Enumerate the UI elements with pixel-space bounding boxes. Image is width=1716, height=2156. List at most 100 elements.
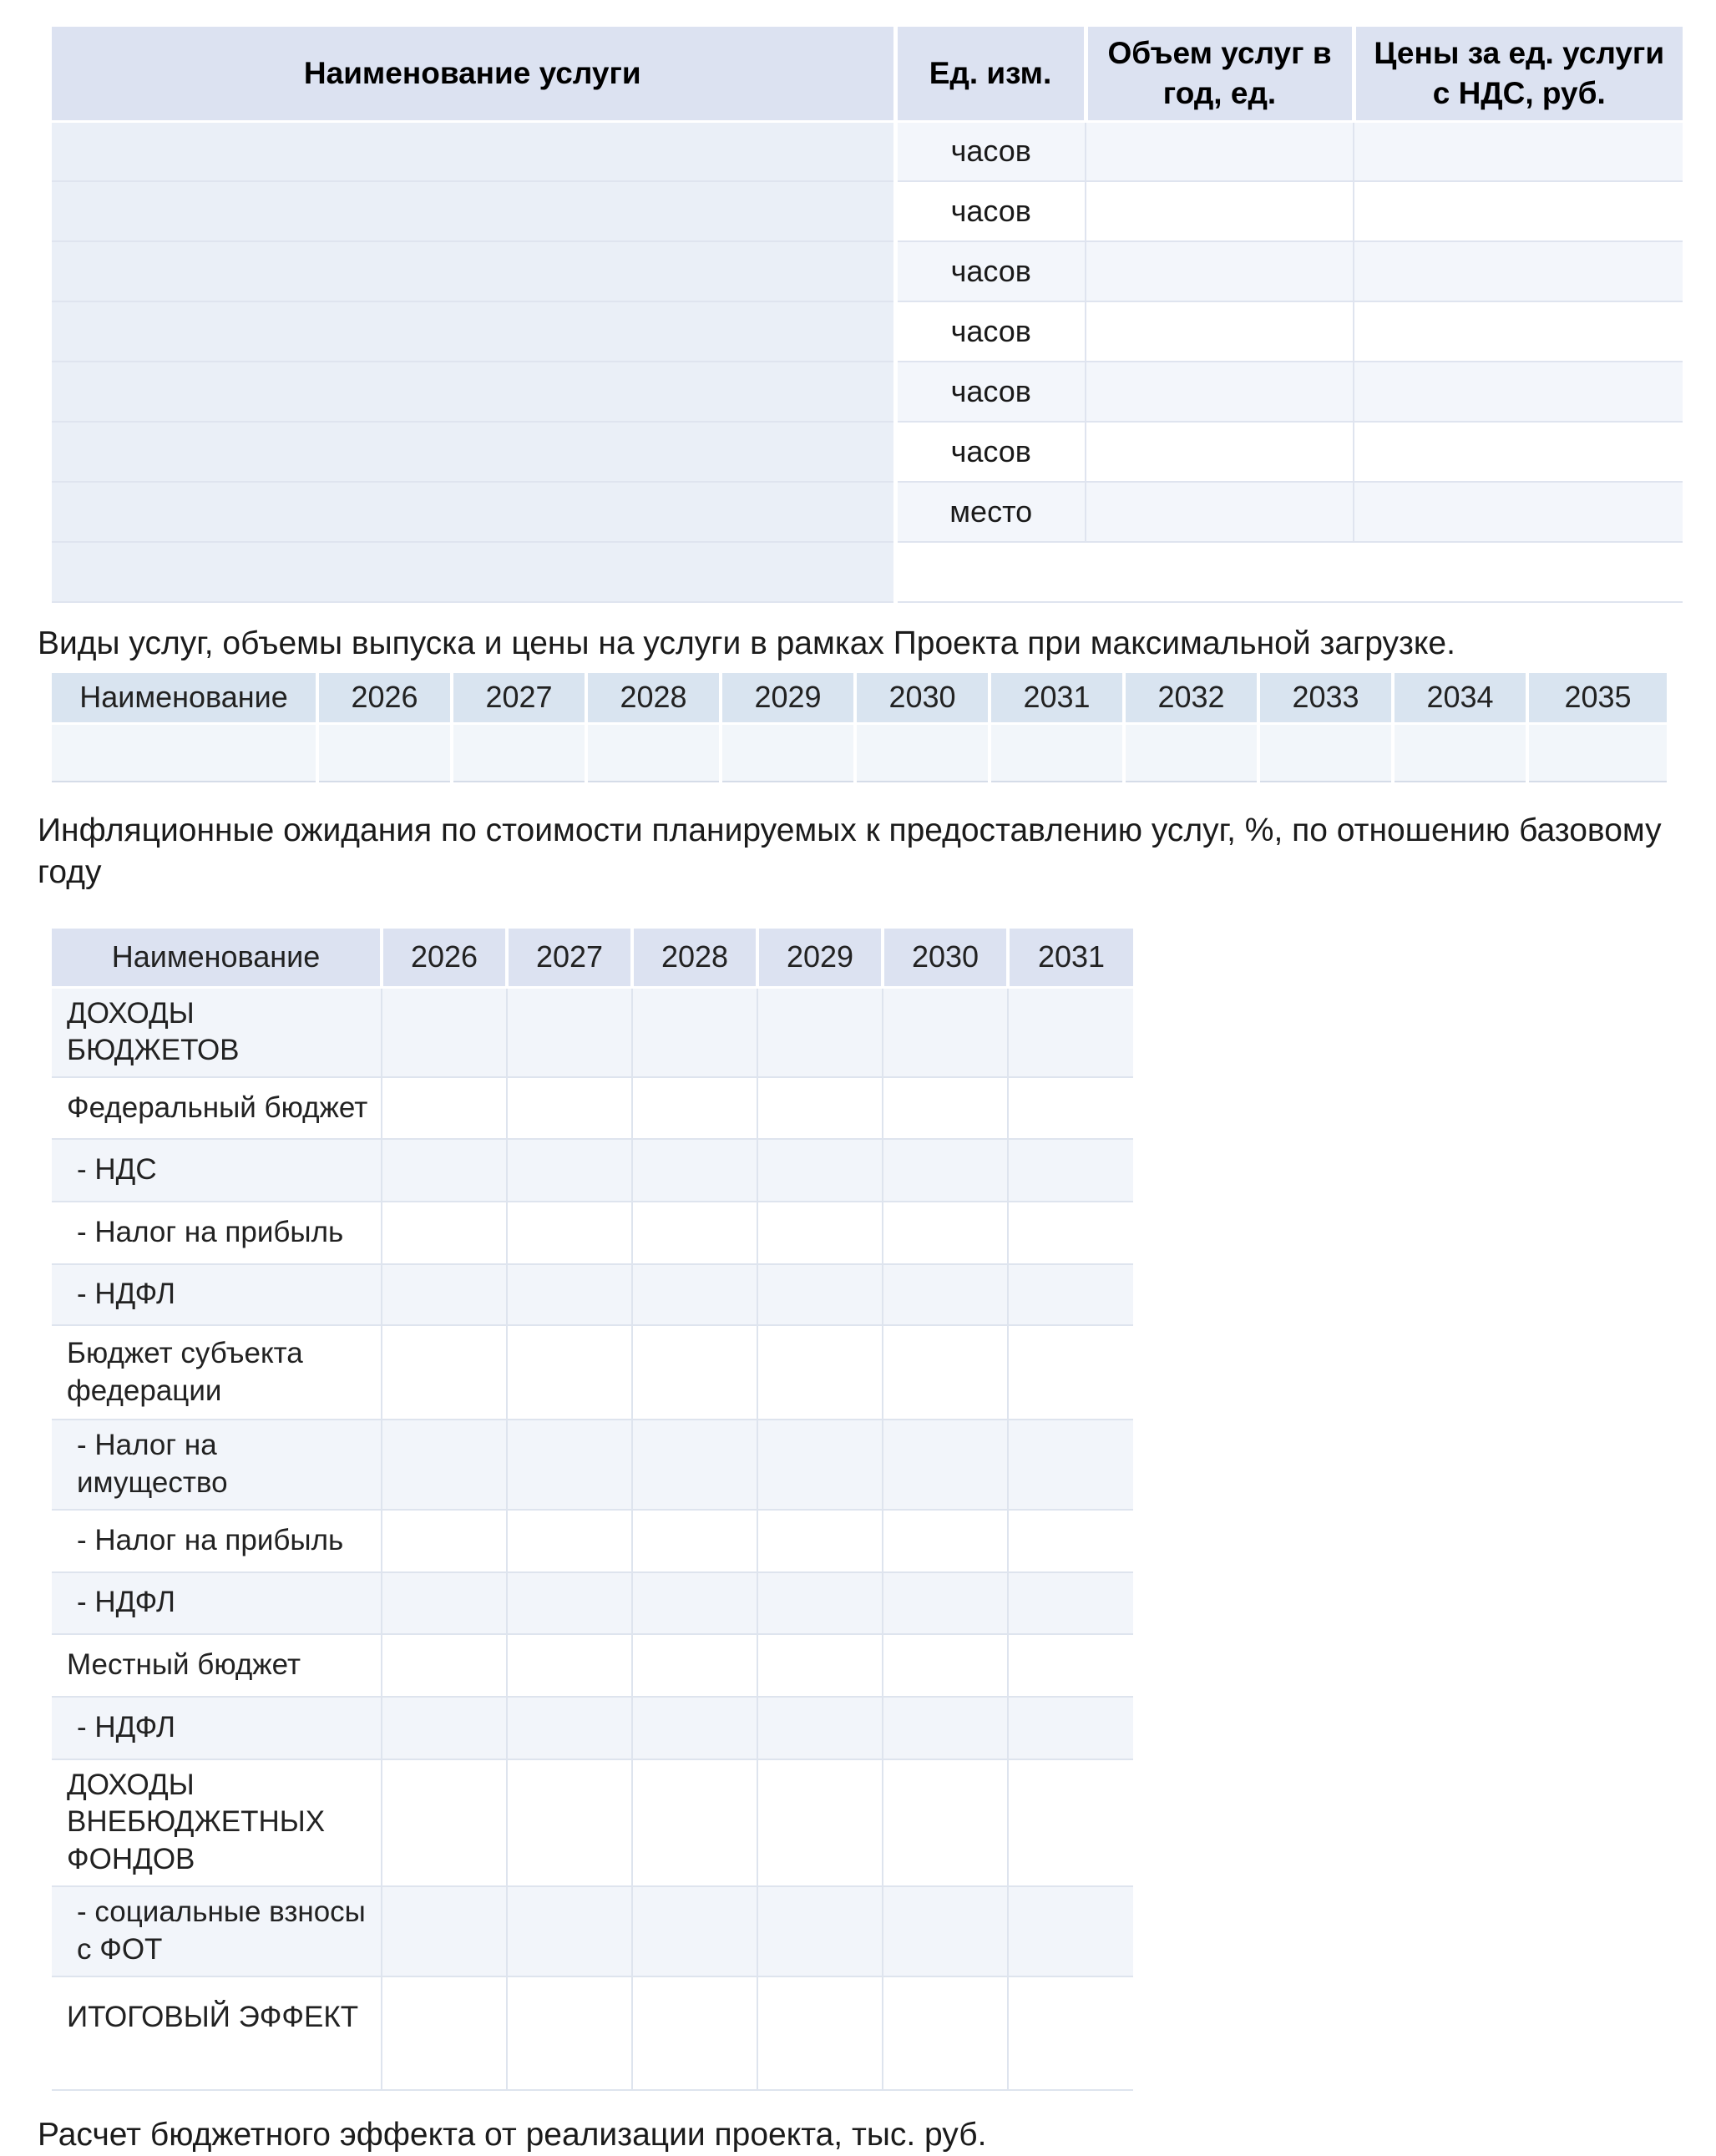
volumes-value-cell [1393, 723, 1529, 782]
budget-year-header: 2027 [507, 929, 634, 989]
budget-value-cell [382, 1633, 508, 1698]
volumes-year-header: 2027 [452, 673, 588, 725]
budget-value-cell [632, 1264, 758, 1327]
budget-value-cell [507, 1976, 633, 2091]
budget-year-header: 2026 [382, 929, 509, 989]
volumes-row [52, 723, 1667, 782]
volumes-header-row: Наименование 2026 2027 2028 2029 2030 20… [52, 673, 1667, 725]
service-unit-cell: часов [895, 362, 1086, 423]
service-price-cell [1354, 482, 1683, 543]
budget-value-cell [507, 1509, 633, 1573]
volumes-name-cell [52, 723, 319, 782]
service-volume-cell [1086, 422, 1354, 483]
budget-value-cell [1008, 1633, 1133, 1698]
budget-value-cell [632, 1759, 758, 1888]
budget-value-cell [883, 1696, 1009, 1760]
budget-value-cell [883, 1509, 1009, 1573]
budget-row-label: - Налог на прибыль [52, 1202, 382, 1266]
budget-row-label: - НДФЛ [52, 1571, 382, 1635]
budget-value-cell [883, 987, 1009, 1079]
budget-value-cell [382, 1202, 508, 1266]
service-row [52, 542, 1683, 603]
budget-value-cell [507, 1264, 633, 1327]
service-name-cell [52, 542, 898, 603]
budget-row-label: ДОХОДЫ ВНЕБЮДЖЕТНЫХ ФОНДОВ [52, 1759, 382, 1888]
budget-value-cell [507, 1696, 633, 1760]
budget-value-cell [507, 1759, 633, 1888]
budget-effect-table: Наименование 2026 2027 2028 2029 2030 20… [52, 929, 1133, 2091]
services-col-header-price: Цены за ед. услуги с НДС, руб. [1354, 27, 1683, 123]
service-merged-empty-cell [895, 542, 1683, 603]
budget-value-cell [632, 1077, 758, 1141]
budget-value-cell [382, 1139, 508, 1203]
budget-value-cell [507, 1325, 633, 1421]
budget-value-cell [382, 1976, 508, 2091]
budget-value-cell [632, 1139, 758, 1203]
budget-value-cell [632, 987, 758, 1079]
budget-value-cell [1008, 1139, 1133, 1203]
budget-value-cell [1008, 1886, 1133, 1977]
budget-row-label: Федеральный бюджет [52, 1077, 382, 1141]
budget-value-cell [883, 1886, 1009, 1977]
service-row: часов [52, 241, 1683, 302]
budget-row-label: - социальные взносы с ФОТ [52, 1886, 382, 1977]
service-price-cell [1354, 241, 1683, 302]
services-header-row: Наименование услуги Ед. изм. Объем услуг… [52, 27, 1683, 123]
budget-value-cell [382, 1325, 508, 1421]
budget-value-cell [507, 1077, 633, 1141]
budget-value-cell [883, 1420, 1009, 1511]
service-name-cell [52, 241, 898, 302]
volumes-value-cell [586, 723, 722, 782]
service-price-cell [1354, 301, 1683, 362]
budget-row: ИТОГОВЫЙ ЭФФЕКТ [52, 1976, 1133, 2091]
budget-value-cell [507, 1202, 633, 1266]
budget-value-cell [507, 987, 633, 1079]
budget-value-cell [382, 1759, 508, 1888]
services-col-header-unit: Ед. изм. [895, 27, 1088, 123]
budget-value-cell [883, 1571, 1009, 1635]
budget-value-cell [382, 1696, 508, 1760]
services-price-table: Наименование услуги Ед. изм. Объем услуг… [52, 27, 1683, 603]
service-unit-cell: часов [895, 301, 1086, 362]
budget-value-cell [632, 1886, 758, 1977]
budget-value-cell [757, 1325, 883, 1421]
budget-row-label: ИТОГОВЫЙ ЭФФЕКТ [52, 1976, 382, 2091]
budget-value-cell [883, 1633, 1009, 1698]
budget-value-cell [1008, 987, 1133, 1079]
service-unit-cell: часов [895, 241, 1086, 302]
budget-value-cell [757, 1759, 883, 1888]
budget-row-label: - НДС [52, 1139, 382, 1203]
budget-value-cell [632, 1571, 758, 1635]
budget-row-label: Бюджет субъекта федерации [52, 1325, 382, 1421]
budget-value-cell [507, 1571, 633, 1635]
budget-value-cell [382, 1509, 508, 1573]
service-name-cell [52, 422, 898, 483]
budget-value-cell [632, 1509, 758, 1573]
service-row: часов [52, 362, 1683, 423]
service-name-cell [52, 362, 898, 423]
budget-row: - НДФЛ [52, 1571, 1133, 1635]
service-name-cell [52, 181, 898, 242]
budget-row: - Налог на прибыль [52, 1509, 1133, 1573]
volumes-year-header: 2034 [1393, 673, 1529, 725]
volumes-year-header: 2031 [990, 673, 1126, 725]
budget-row: - НДС [52, 1139, 1133, 1203]
budget-value-cell [1008, 1420, 1133, 1511]
budget-value-cell [1008, 1077, 1133, 1141]
budget-row: - социальные взносы с ФОТ [52, 1886, 1133, 1977]
report-page: Наименование услуги Ед. изм. Объем услуг… [0, 27, 1716, 2156]
volumes-year-header: 2028 [586, 673, 722, 725]
budget-value-cell [1008, 1325, 1133, 1421]
budget-value-cell [1008, 1202, 1133, 1266]
volumes-value-cell [721, 723, 857, 782]
budget-row: - Налог на прибыль [52, 1202, 1133, 1266]
budget-value-cell [757, 1886, 883, 1977]
budget-value-cell [632, 1633, 758, 1698]
budget-value-cell [757, 1077, 883, 1141]
budget-value-cell [1008, 1571, 1133, 1635]
budget-value-cell [757, 1420, 883, 1511]
budget-row-label: - НДФЛ [52, 1696, 382, 1760]
budget-row: ДОХОДЫ БЮДЖЕТОВ [52, 987, 1133, 1079]
budget-value-cell [883, 1139, 1009, 1203]
budget-value-cell [382, 1886, 508, 1977]
